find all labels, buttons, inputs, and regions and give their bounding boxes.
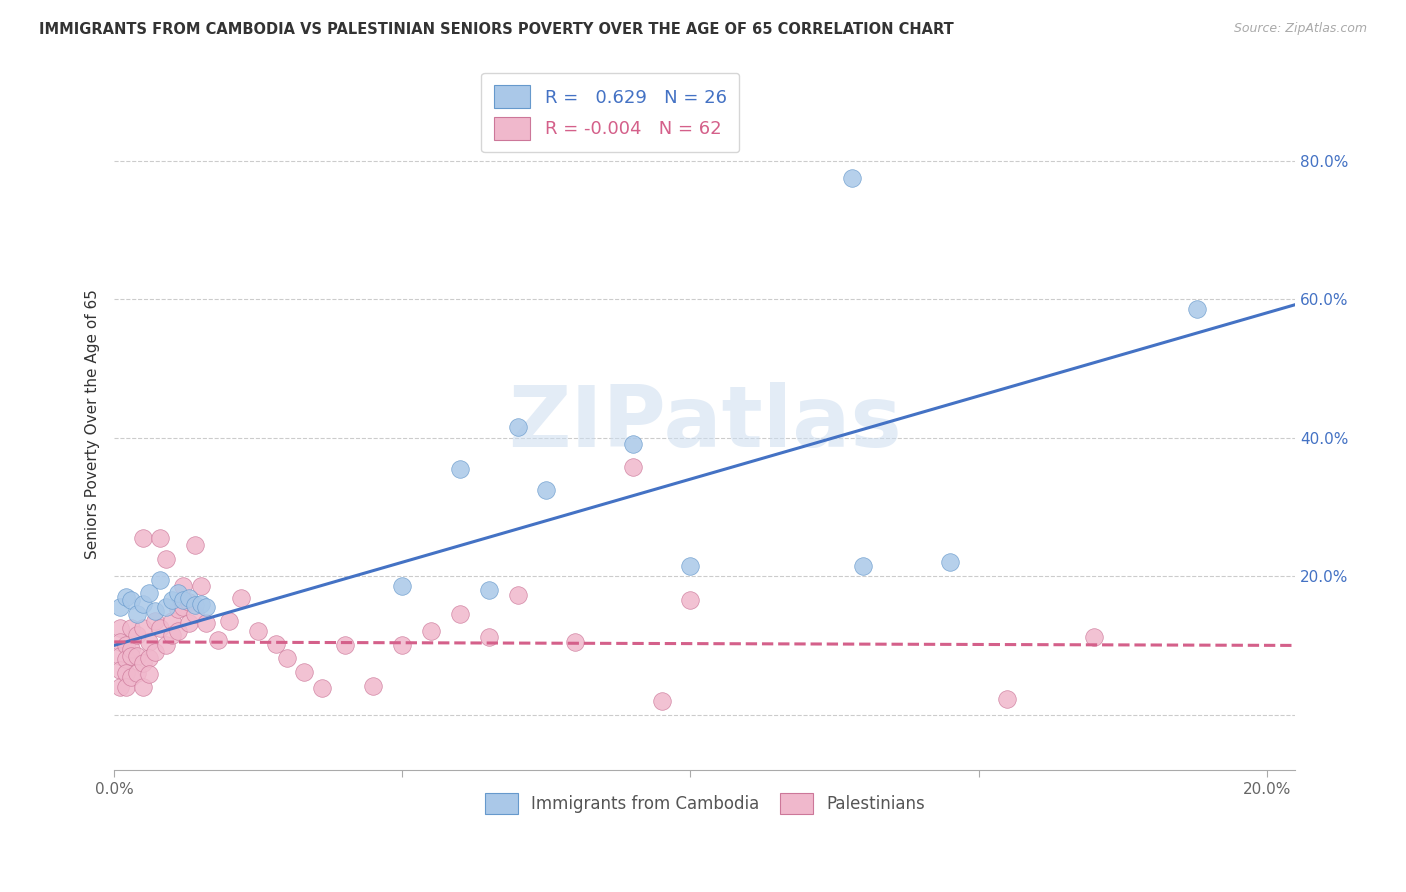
Point (190, 579, 212, 593)
Point (127, 666, 149, 681)
Point (651, 694, 673, 708)
Point (478, 630, 501, 644)
Point (292, 665, 315, 679)
Point (121, 648, 143, 663)
Point (1187, 302, 1209, 317)
Point (506, 589, 529, 603)
Point (621, 459, 644, 474)
Point (391, 579, 413, 593)
Text: IMMIGRANTS FROM CAMBODIA VS PALESTINIAN SENIORS POVERTY OVER THE AGE OF 65 CORRE: IMMIGRANTS FROM CAMBODIA VS PALESTINIAN … (39, 22, 955, 37)
Point (264, 637, 287, 651)
Text: ZIPatlas: ZIPatlas (508, 382, 901, 466)
Point (160, 628, 183, 642)
Point (127, 648, 149, 663)
Point (138, 667, 160, 681)
Point (166, 586, 188, 600)
Point (127, 607, 149, 622)
Text: Source: ZipAtlas.com: Source: ZipAtlas.com (1233, 22, 1367, 36)
Point (108, 621, 131, 635)
Point (108, 680, 131, 694)
Point (108, 635, 131, 649)
Point (114, 666, 136, 681)
Point (108, 663, 131, 677)
Point (108, 648, 131, 663)
Point (160, 614, 183, 628)
Point (138, 635, 160, 649)
Point (333, 638, 356, 652)
Point (143, 614, 166, 628)
Point (184, 607, 207, 622)
Point (149, 573, 172, 587)
Point (195, 616, 218, 631)
Point (478, 582, 501, 597)
Point (177, 591, 200, 606)
Point (127, 628, 149, 642)
Point (132, 531, 155, 545)
Point (449, 607, 471, 622)
Point (229, 591, 252, 606)
Point (172, 579, 194, 593)
Point (207, 632, 229, 647)
Y-axis label: Seniors Poverty Over the Age of 65: Seniors Poverty Over the Age of 65 (86, 289, 100, 558)
Point (143, 645, 166, 659)
Point (276, 650, 298, 665)
Point (195, 600, 218, 615)
Point (679, 593, 702, 607)
Point (449, 461, 471, 475)
Point (121, 669, 143, 683)
Point (506, 420, 529, 434)
Point (166, 602, 188, 616)
Point (852, 558, 875, 573)
Point (311, 681, 333, 696)
Point (138, 586, 160, 600)
Point (121, 621, 143, 635)
Point (184, 538, 207, 552)
Point (155, 638, 177, 652)
Point (149, 621, 172, 635)
Point (995, 692, 1018, 706)
Point (679, 558, 702, 573)
Point (938, 555, 960, 569)
Point (841, 170, 863, 185)
Point (160, 593, 183, 607)
Point (536, 483, 558, 497)
Point (184, 598, 207, 612)
Point (166, 624, 188, 639)
Point (391, 638, 413, 652)
Point (114, 590, 136, 604)
Legend: Immigrants from Cambodia, Palestinians: Immigrants from Cambodia, Palestinians (475, 782, 935, 824)
Point (132, 621, 155, 635)
Point (177, 595, 200, 609)
Point (132, 680, 155, 694)
Point (132, 597, 155, 611)
Point (138, 650, 160, 665)
Point (155, 551, 177, 566)
Point (155, 600, 177, 615)
Point (172, 600, 194, 615)
Point (108, 600, 131, 615)
Point (121, 593, 143, 607)
Point (172, 593, 194, 607)
Point (247, 624, 270, 639)
Point (190, 597, 212, 611)
Point (1083, 630, 1105, 644)
Point (149, 531, 172, 545)
Point (420, 624, 443, 639)
Point (132, 656, 155, 670)
Point (564, 635, 586, 649)
Point (363, 679, 385, 693)
Point (621, 437, 644, 451)
Point (114, 680, 136, 694)
Point (114, 652, 136, 666)
Point (114, 638, 136, 652)
Point (177, 616, 200, 631)
Point (121, 641, 143, 656)
Point (143, 604, 166, 618)
Point (218, 614, 240, 628)
